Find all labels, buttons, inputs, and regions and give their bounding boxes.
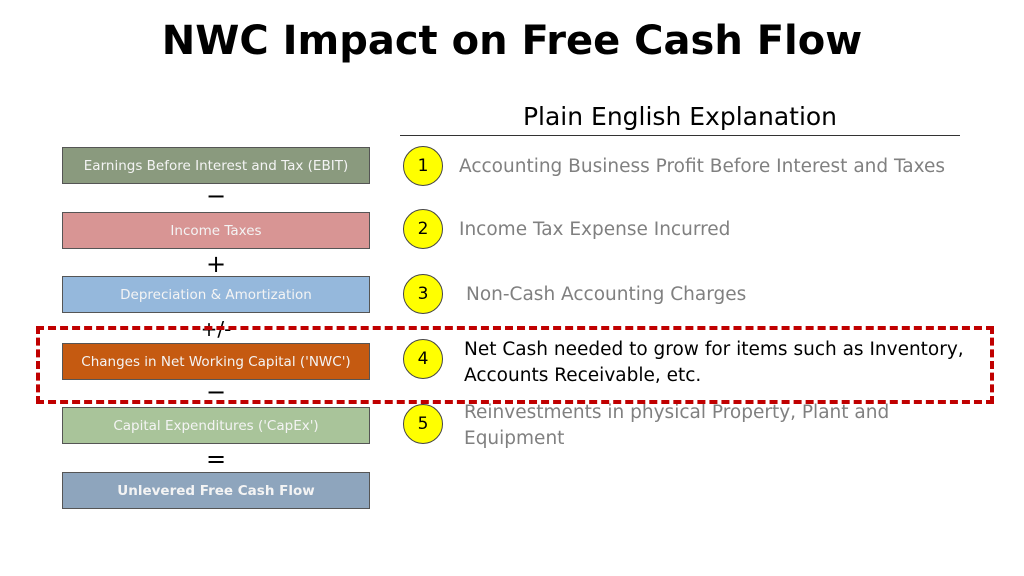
da-box: Depreciation & Amortization [62,276,370,313]
ebit-box: Earnings Before Interest and Tax (EBIT) [62,147,370,184]
explanation-4: Net Cash needed to grow for items such a… [464,339,964,386]
equals-operator: = [205,445,227,473]
number-badge-3: 3 [403,274,443,314]
explanation-heading: Plain English Explanation [400,102,960,136]
explanation-1: Accounting Business Profit Before Intere… [459,156,945,177]
page-title: NWC Impact on Free Cash Flow [161,18,863,64]
explanation-5: Reinvestments in physical Property, Plan… [464,402,890,449]
explanation-2: Income Tax Expense Incurred [459,219,731,240]
nwc-box: Changes in Net Working Capital ('NWC') [62,343,370,380]
plus-operator: + [205,250,227,278]
number-badge-4: 4 [403,339,443,379]
capex-box: Capital Expenditures ('CapEx') [62,407,370,444]
minus-operator: − [205,182,227,210]
explanation-3: Non-Cash Accounting Charges [466,284,747,305]
number-badge-2: 2 [403,209,443,249]
nwc-highlight-frame [36,326,994,404]
number-badge-5: 5 [403,404,443,444]
number-badge-1: 1 [403,146,443,186]
minus-operator: − [205,378,227,406]
income-taxes-box: Income Taxes [62,212,370,249]
ufcf-box: Unlevered Free Cash Flow [62,472,370,509]
